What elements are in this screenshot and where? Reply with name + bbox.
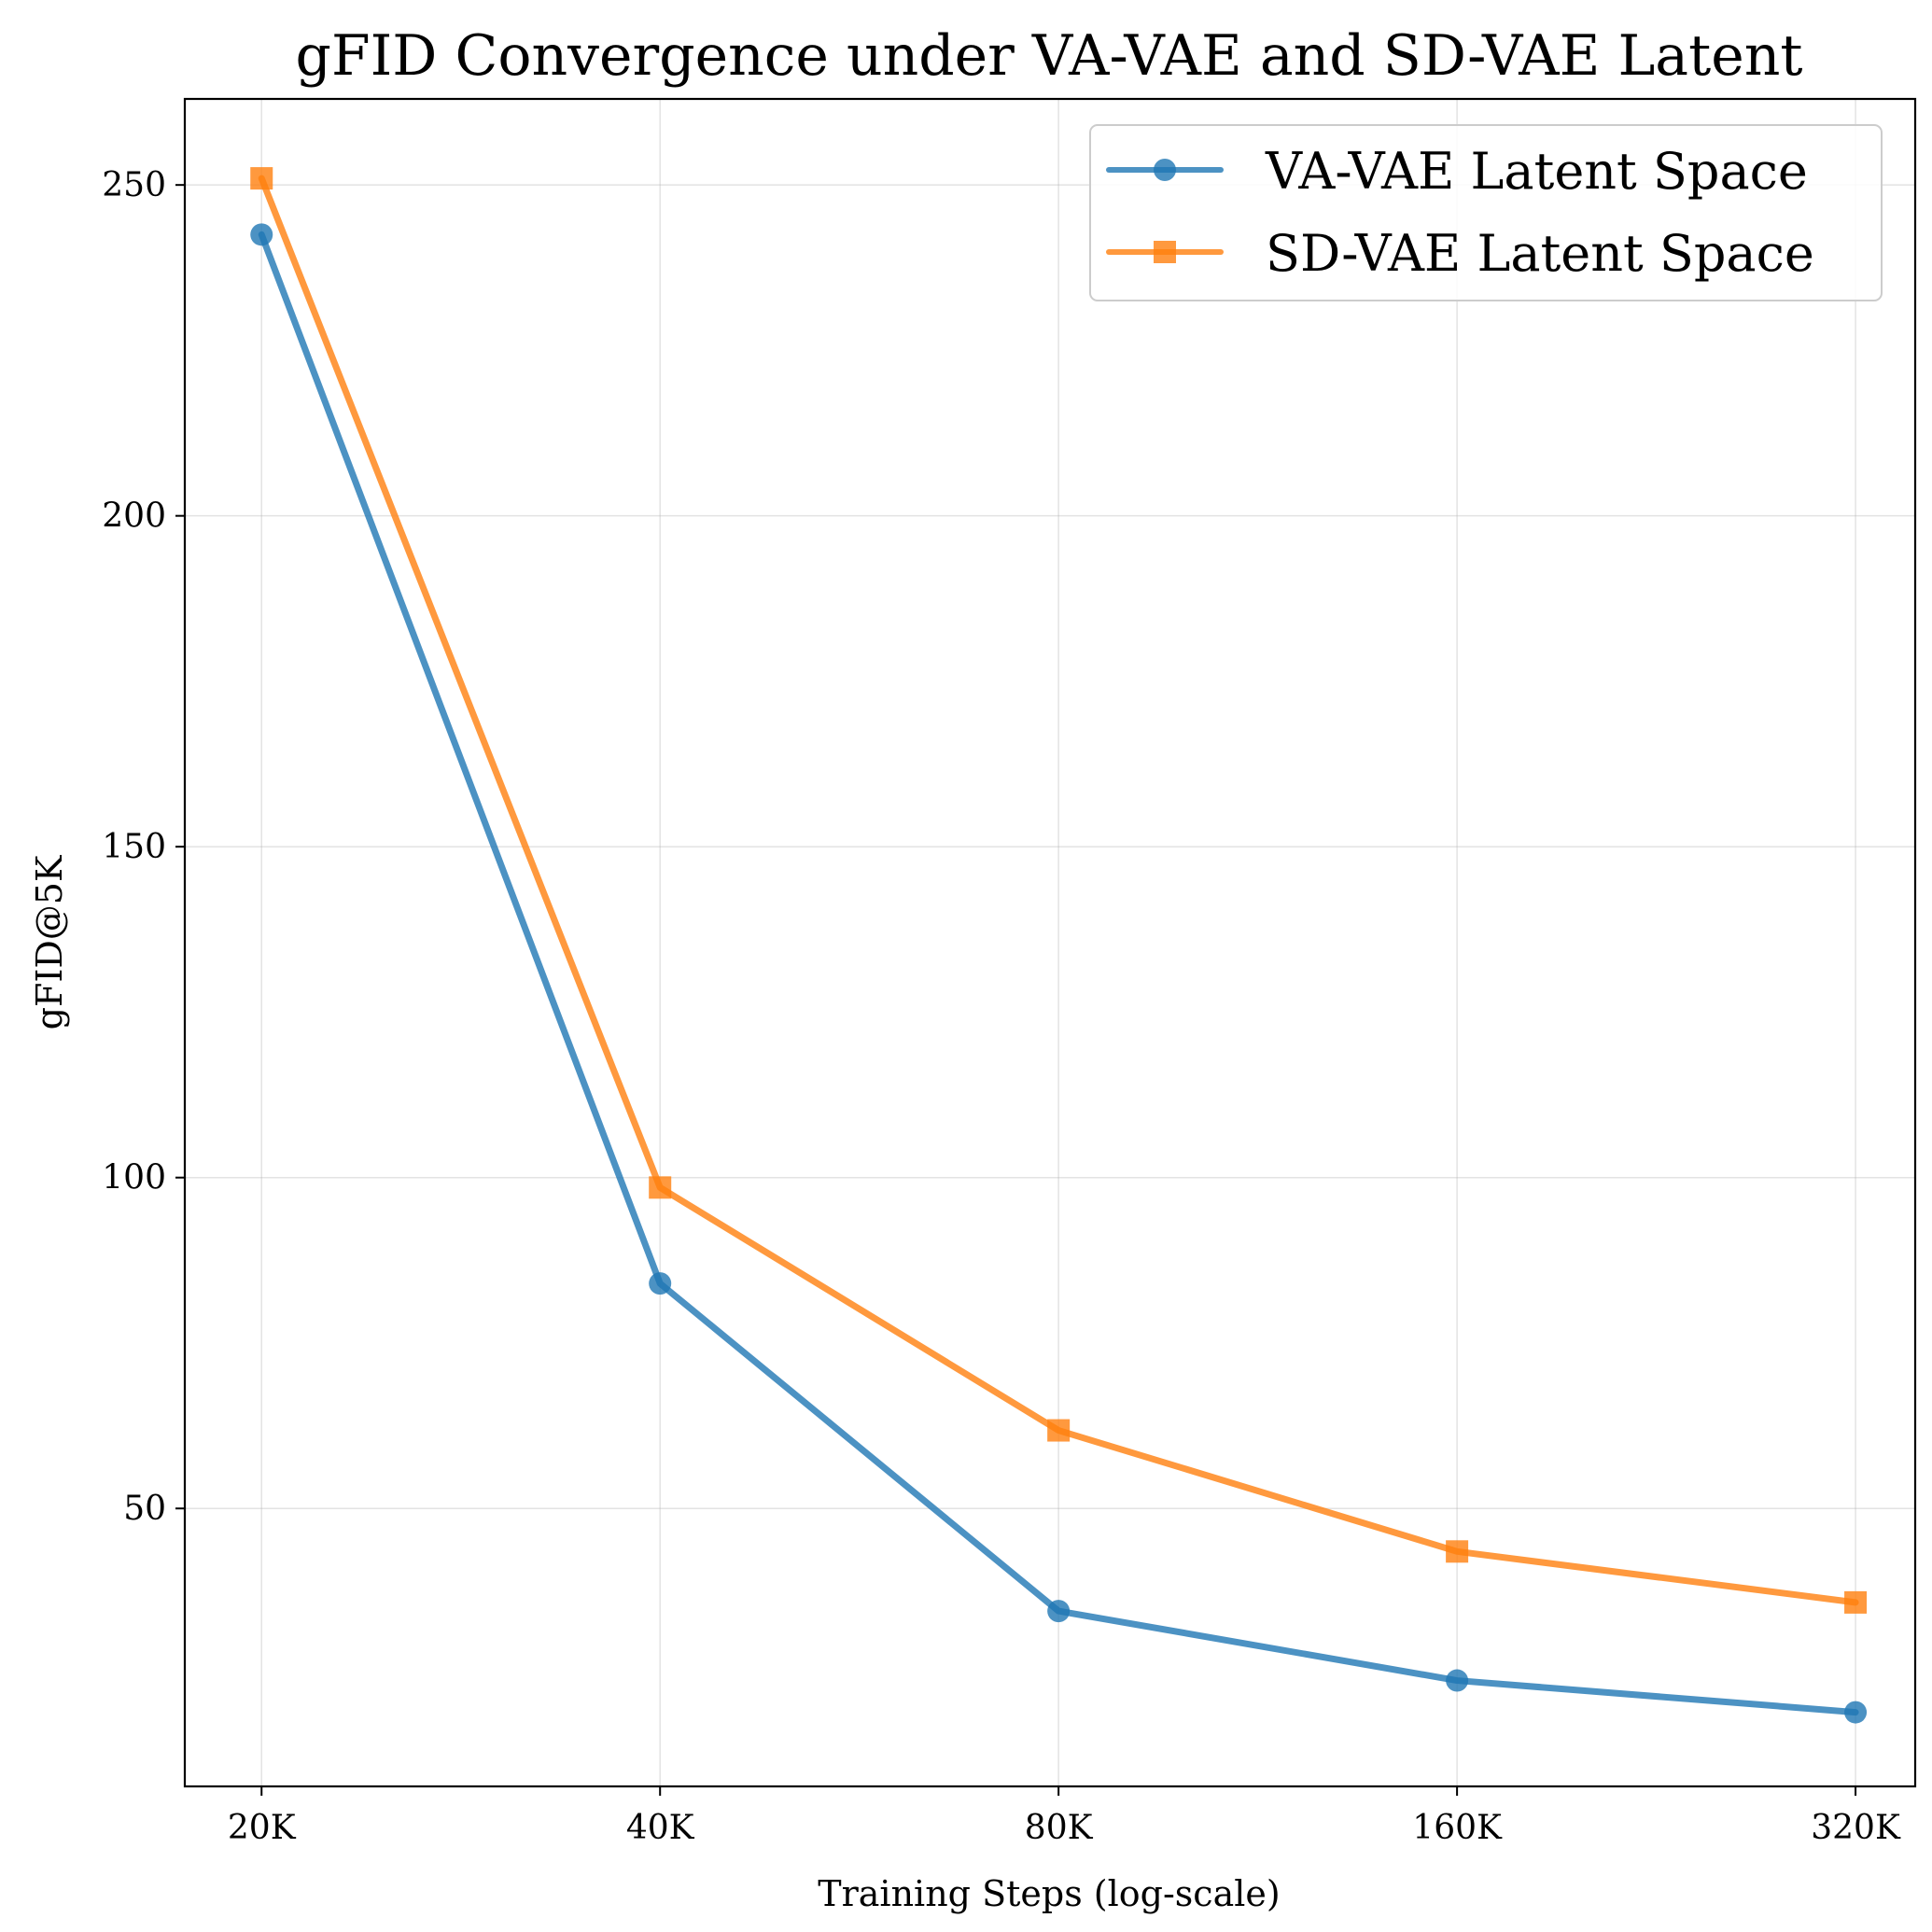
data-point (1844, 1701, 1868, 1724)
data-point (1446, 1669, 1469, 1692)
data-point (1047, 1600, 1071, 1623)
y-tick-label: 250 (102, 166, 166, 204)
y-axis: 50 100 150 200 250 (102, 166, 185, 1528)
series-layer (250, 167, 1868, 1724)
data-point (649, 1272, 672, 1295)
data-point (1844, 1590, 1868, 1614)
x-tick-label: 160K (1412, 1809, 1503, 1847)
legend-marker-sd-vae (1154, 241, 1176, 263)
data-point (1446, 1540, 1469, 1563)
chart-title: gFID Convergence under VA-VAE and SD-VAE… (296, 23, 1803, 89)
y-tick-label: 150 (102, 828, 166, 866)
x-tick-label: 80K (1025, 1809, 1094, 1847)
x-axis: 20K 40K 80K 160K 320K (228, 1786, 1901, 1847)
plot-area-frame (183, 97, 1917, 1788)
data-point (1047, 1419, 1071, 1442)
legend-marker-va-vae (1154, 159, 1176, 181)
y-axis-label: gFID@5K (29, 855, 70, 1029)
x-tick-label: 40K (626, 1809, 695, 1847)
data-point (649, 1176, 672, 1199)
data-point (250, 223, 273, 246)
legend-label-sd-vae: SD-VAE Latent Space (1266, 224, 1814, 283)
grid-layer (185, 99, 1915, 1786)
legend: VA-VAE Latent Space SD-VAE Latent Space (1089, 124, 1883, 301)
legend-label-va-vae: VA-VAE Latent Space (1265, 142, 1808, 201)
y-tick-label: 200 (102, 497, 166, 536)
x-tick-label: 20K (228, 1809, 297, 1847)
data-point (250, 167, 273, 190)
x-axis-label: Training Steps (log-scale) (818, 1873, 1280, 1914)
series-1 (250, 167, 1868, 1614)
legend-frame (1089, 124, 1883, 301)
y-tick-label: 50 (123, 1490, 166, 1528)
x-tick-label: 320K (1811, 1809, 1901, 1847)
y-tick-label: 100 (102, 1159, 166, 1197)
series-0 (250, 223, 1868, 1724)
